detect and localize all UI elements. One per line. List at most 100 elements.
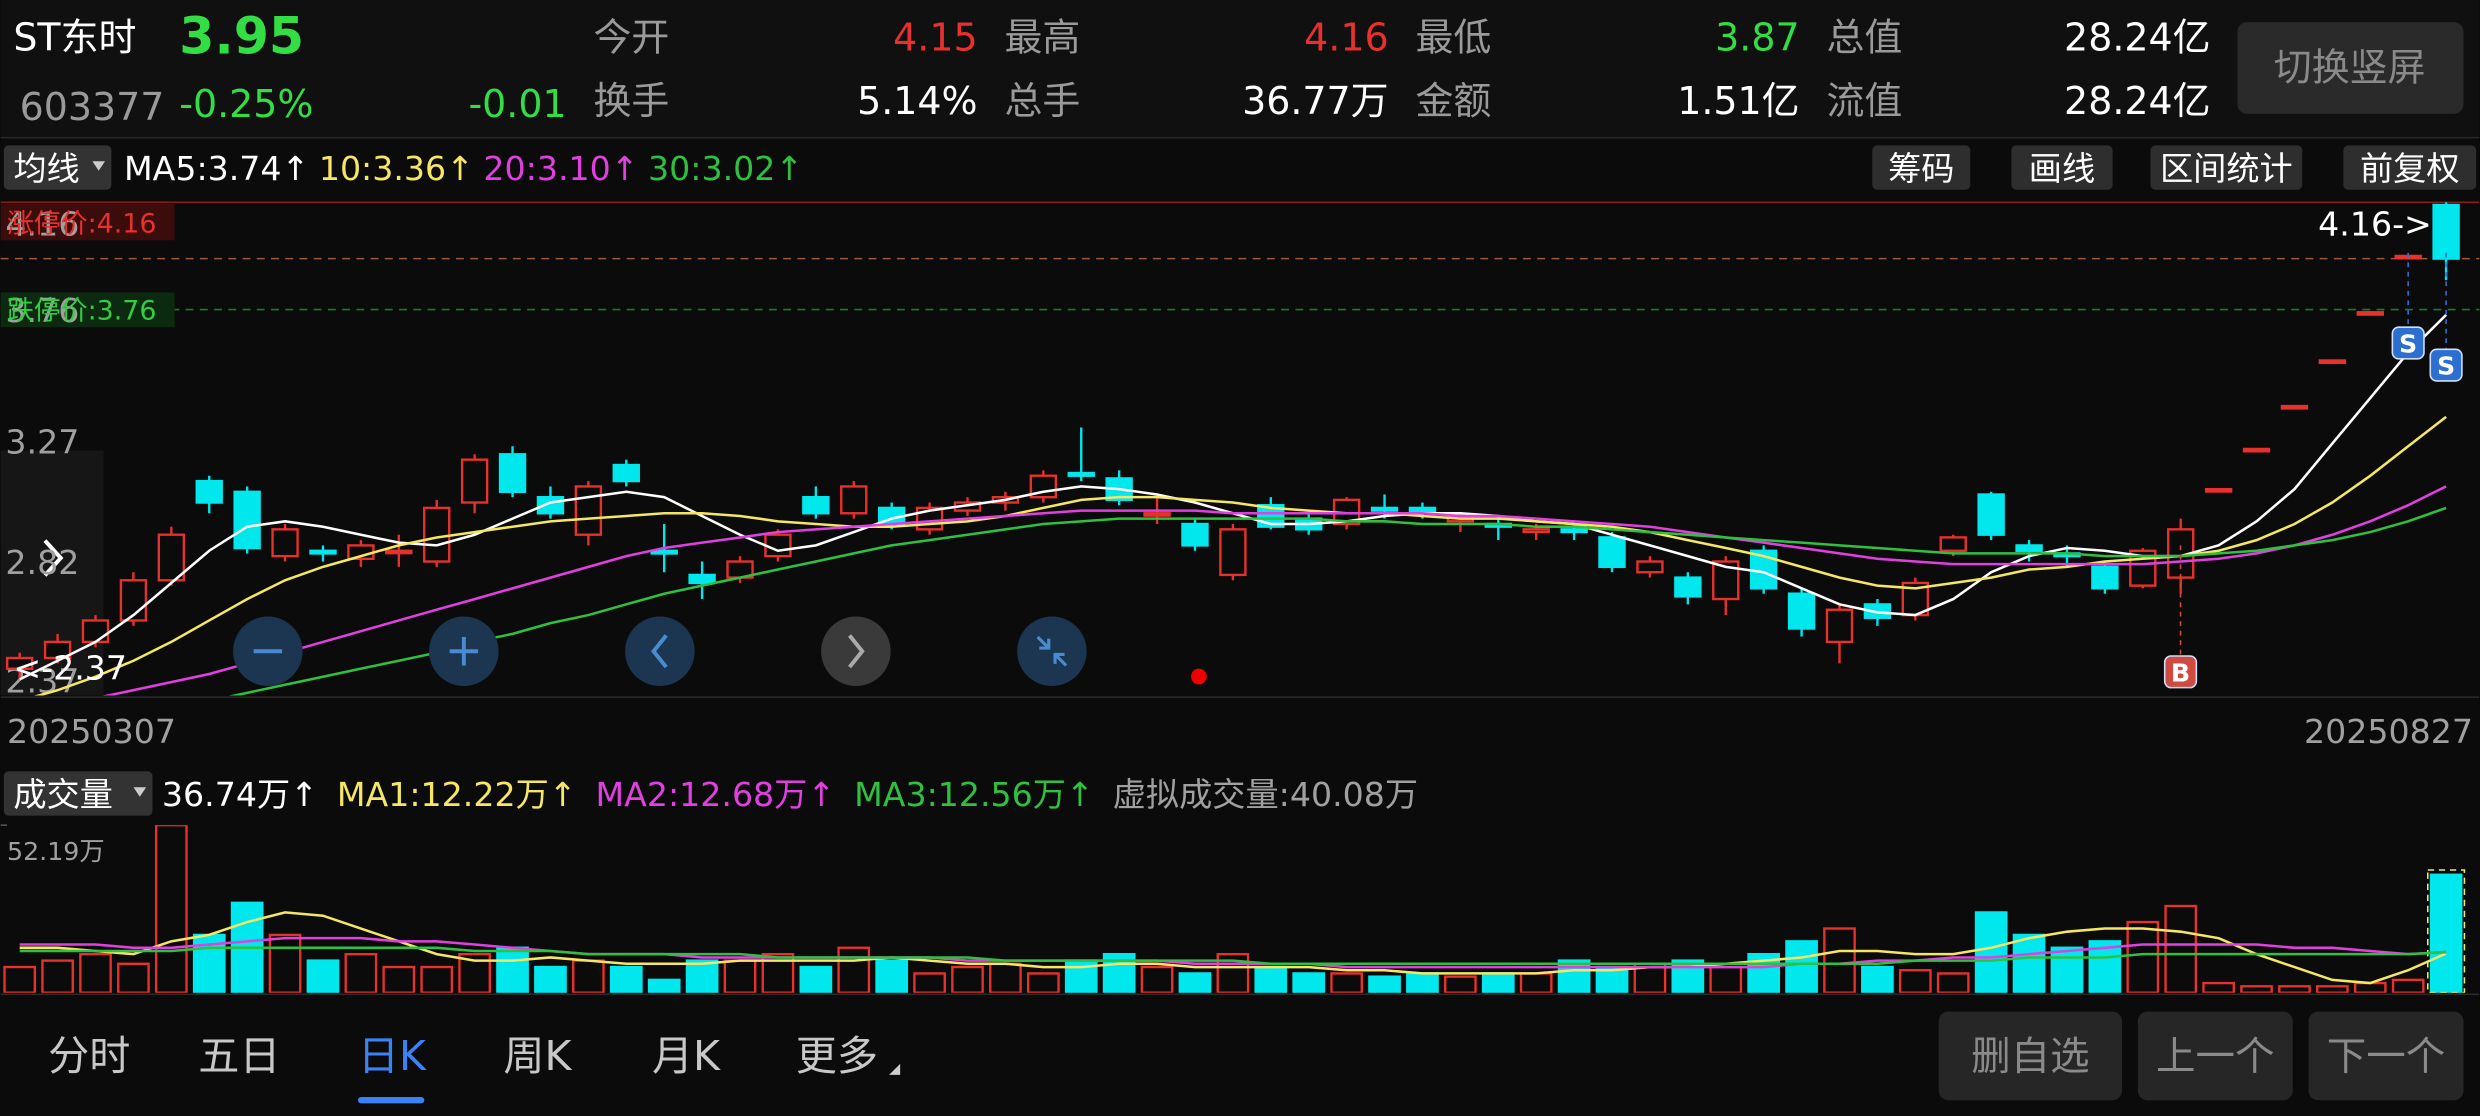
volume-bar xyxy=(2353,981,2387,993)
next-button[interactable] xyxy=(821,616,891,687)
candle-body xyxy=(1181,522,1209,547)
orient-button[interactable]: 切换竖屏 xyxy=(2237,22,2464,114)
volume-bar xyxy=(2391,978,2425,993)
volume-bar xyxy=(2240,985,2273,993)
volume-bar xyxy=(344,952,378,993)
ma-line xyxy=(19,911,2447,985)
candle-body xyxy=(802,495,830,515)
menu-bg xyxy=(3,771,153,816)
ma-legend: 20:3.10↑ xyxy=(483,149,638,188)
signal-badge xyxy=(2163,655,2198,689)
volume-bar xyxy=(1709,965,1743,993)
candle-body xyxy=(1522,528,1550,534)
volume-legend: MA3:12.56万↑ xyxy=(854,775,1094,814)
prev-button[interactable] xyxy=(625,616,695,687)
button-bg xyxy=(2237,22,2464,114)
tool-label: 区间统计 xyxy=(2160,149,2293,188)
stat-value: 1.51亿 xyxy=(1677,79,1799,123)
candle-body xyxy=(1370,506,1399,512)
candle-body xyxy=(612,463,640,483)
volume-legend: MA1:12.22万↑ xyxy=(337,775,577,814)
icon xyxy=(651,634,668,669)
volume-bar xyxy=(2278,985,2311,993)
icon xyxy=(848,634,865,669)
volume-bar xyxy=(1368,975,1401,993)
volume-ma xyxy=(19,911,2447,985)
candle-body xyxy=(195,479,223,504)
volume-bar xyxy=(1823,927,1856,993)
volume-bar xyxy=(913,972,946,993)
volume-bar xyxy=(268,933,302,993)
zoom-controls xyxy=(233,616,1087,687)
icon xyxy=(449,637,479,666)
candle-body xyxy=(688,573,716,585)
tool-label: 画线 xyxy=(2029,149,2095,188)
button-bg[interactable] xyxy=(2308,1011,2464,1101)
volume-bar xyxy=(2429,873,2463,993)
candle-body xyxy=(574,485,603,536)
button-bg[interactable] xyxy=(1938,1011,2123,1101)
volume-bar xyxy=(875,959,909,993)
volume-bar xyxy=(647,978,681,993)
x-tick-label: 20250307 xyxy=(7,712,176,751)
signal-label: S xyxy=(2399,330,2417,359)
ma-line xyxy=(228,506,2447,696)
signal-label: S xyxy=(2437,352,2455,381)
volume-bar xyxy=(1785,940,1818,993)
ma-menu[interactable]: 均线 xyxy=(3,145,112,190)
stock-price: 3.95 xyxy=(179,7,304,66)
volume-bar xyxy=(837,946,871,993)
selected-outline xyxy=(2426,869,2466,993)
volume-bar xyxy=(2012,933,2046,993)
tab[interactable]: 周K xyxy=(503,1032,572,1080)
header-bg xyxy=(0,0,2480,136)
vol-menu[interactable]: 成交量 xyxy=(3,771,153,816)
collapse-button[interactable] xyxy=(1017,616,1087,687)
volume-bar xyxy=(2202,981,2235,993)
stat-value: 3.87 xyxy=(1715,16,1799,60)
tab[interactable]: 月K xyxy=(652,1032,721,1080)
volume-bar xyxy=(1557,959,1591,993)
candle-body xyxy=(2356,311,2384,316)
tool-button[interactable] xyxy=(2011,145,2113,190)
tab[interactable]: 五日 xyxy=(198,1032,280,1080)
button-label[interactable]: 上一个 xyxy=(2156,1034,2275,1080)
candle-body xyxy=(2204,487,2233,493)
button-label[interactable]: 下一个 xyxy=(2327,1034,2446,1080)
candle-body xyxy=(1674,576,1702,598)
button-bg[interactable] xyxy=(2137,1011,2293,1101)
y-tick-label: 2.82 xyxy=(5,543,79,582)
ma-legend: 10:3.36↑ xyxy=(319,149,474,188)
tool-button[interactable] xyxy=(2343,145,2477,190)
change-pct: -0.25% xyxy=(179,82,313,126)
candle-body xyxy=(764,533,792,558)
tab[interactable]: 日K xyxy=(358,1032,427,1080)
volume-legend: MA2:12.68万↑ xyxy=(596,775,836,814)
ma-line xyxy=(102,485,2447,696)
volume-bar xyxy=(1140,965,1174,993)
volume-bar xyxy=(989,962,1022,993)
tool-button[interactable] xyxy=(2150,145,2303,190)
signal-label: B xyxy=(2171,658,2190,687)
candle-body xyxy=(43,640,72,660)
y-tick-label: 3.27 xyxy=(5,423,79,462)
candle-body xyxy=(2242,447,2271,453)
candle-body xyxy=(1787,592,1816,630)
tab[interactable]: 更多 xyxy=(796,1032,878,1080)
volume-bar xyxy=(154,825,188,993)
limit-down-label: 跌停价:3.76 xyxy=(7,295,156,326)
tab[interactable]: 分时 xyxy=(48,1032,130,1080)
stat-label: 流值 xyxy=(1826,79,1902,123)
candle-body xyxy=(1977,493,2005,536)
high-marker: 4.16-> xyxy=(2318,205,2432,244)
stat-label: 金额 xyxy=(1415,79,1491,123)
button-label[interactable]: 删自选 xyxy=(1971,1034,2090,1080)
low-marker: <-2.37 xyxy=(13,649,127,688)
volume-bar xyxy=(496,946,529,993)
candle-body xyxy=(1560,528,1588,534)
candle-body xyxy=(309,549,337,555)
volume-bar xyxy=(572,959,605,993)
tool-button[interactable] xyxy=(1872,145,1971,190)
